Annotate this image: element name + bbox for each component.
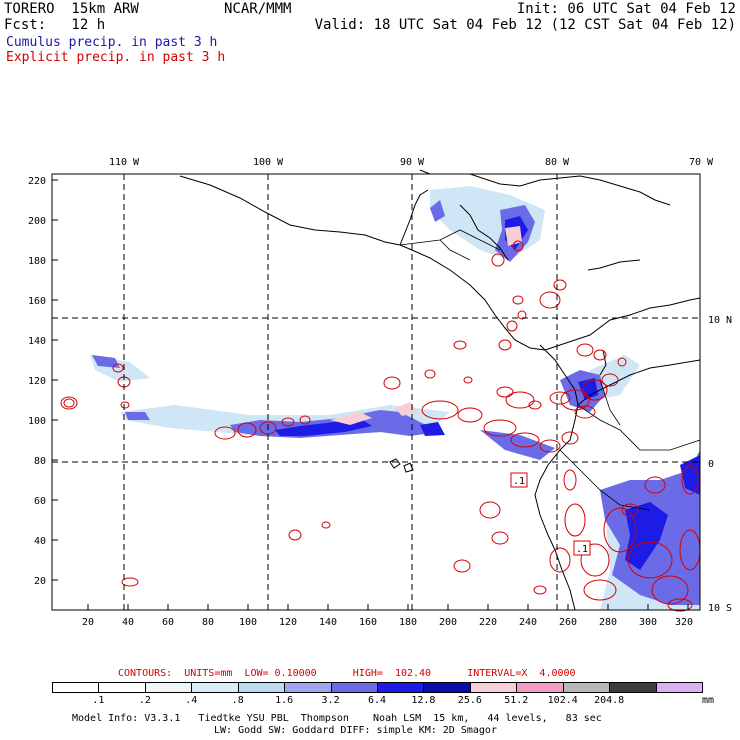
colorbar-label: 51.2 <box>504 695 529 706</box>
colorbar-swatch <box>377 682 425 693</box>
y-tick-label: 160 <box>28 296 46 307</box>
lon-label: 110 W <box>109 157 140 168</box>
y-tick-label: 80 <box>34 456 46 467</box>
x-tick-label: 320 <box>675 617 693 628</box>
x-tick-label: 280 <box>599 617 617 628</box>
y-tick-label: 20 <box>34 576 46 587</box>
cumulus-heavy-shading <box>275 216 700 570</box>
colorbar-swatch <box>144 682 193 693</box>
axis-ticks <box>52 179 689 610</box>
colorbar-swatch <box>609 682 657 693</box>
colorbar-swatch <box>191 682 239 693</box>
model-physics: LW: Godd SW: Goddard DIFF: simple KM: 2D… <box>214 725 497 736</box>
lon-label: 70 W <box>689 157 714 168</box>
x-tick-label: 260 <box>559 617 577 628</box>
land-shading <box>52 174 700 260</box>
lon-label: 80 W <box>545 157 570 168</box>
precipitation-map: 110 W 100 W 90 W 80 W 70 W 10 N 0 10 S <box>28 157 732 628</box>
colorbar-swatch <box>98 682 146 693</box>
y-tick-label: 40 <box>34 536 46 547</box>
model-info: Model Info: V3.3.1 Tiedtke YSU PBL Thomp… <box>72 713 602 724</box>
contour-info: CONTOURS: UNITS=mm LOW= 0.10000 HIGH= 10… <box>118 668 576 679</box>
y-tick-label: 100 <box>28 416 46 427</box>
cumulus-precip-label: Cumulus precip. in past 3 h <box>6 35 218 50</box>
colorbar-swatch <box>284 682 332 693</box>
colorbar-swatch <box>469 682 518 693</box>
contour-label: .1 <box>576 544 588 555</box>
lat-lon-grid <box>52 174 700 610</box>
x-tick-label: 40 <box>122 617 134 628</box>
y-tick-label: 120 <box>28 376 46 387</box>
x-tick-label: 200 <box>439 617 457 628</box>
lat-label: 10 S <box>708 603 732 614</box>
x-tick-label: 180 <box>399 617 417 628</box>
x-tick-label: 20 <box>82 617 94 628</box>
colorbar-label: 12.8 <box>411 695 436 706</box>
y-tick-labels: 220 200 180 160 140 120 100 80 60 40 20 <box>28 176 46 587</box>
colorbar-swatch <box>237 682 286 693</box>
y-tick-label: 220 <box>28 176 46 187</box>
valid-time: Valid: 18 UTC Sat 04 Feb 12 (12 CST Sat … <box>314 17 736 33</box>
colorbar-unit: mm <box>702 695 715 706</box>
x-tick-label: 60 <box>162 617 174 628</box>
forecast-hour: Fcst: 12 h <box>4 17 106 33</box>
colorbar-label: 6.4 <box>367 695 387 706</box>
organization-label: NCAR/MMM <box>224 1 292 17</box>
colorbar-label: 25.6 <box>457 695 482 706</box>
contour-label-boxes: .1 .1 <box>510 472 591 556</box>
colorbar-label: 102.4 <box>547 695 578 706</box>
x-tick-label: 140 <box>319 617 337 628</box>
model-title: TORERO 15km ARW <box>4 1 139 17</box>
colorbar-swatch <box>52 682 100 693</box>
colorbar-label: .1 <box>92 695 105 706</box>
x-tick-labels: 20 40 60 80 100 120 140 160 180 200 220 … <box>82 617 693 628</box>
colorbar-swatch <box>655 682 703 693</box>
colorbar-swatch <box>562 682 611 693</box>
y-tick-label: 140 <box>28 336 46 347</box>
colorbar-label: 204.8 <box>594 695 625 706</box>
x-tick-label: 120 <box>279 617 297 628</box>
map-frame <box>51 173 701 611</box>
colorbar-label: .4 <box>185 695 198 706</box>
colorbar-swatch <box>516 682 564 693</box>
x-tick-label: 300 <box>639 617 657 628</box>
colorbar-swatch <box>423 682 471 693</box>
colorbar-label: .2 <box>138 695 151 706</box>
x-tick-label: 220 <box>479 617 497 628</box>
x-tick-label: 100 <box>239 617 257 628</box>
y-tick-label: 60 <box>34 496 46 507</box>
contour-label: .1 <box>513 476 525 487</box>
lon-label: 100 W <box>253 157 284 168</box>
lon-label: 90 W <box>400 157 425 168</box>
x-tick-label: 80 <box>202 617 214 628</box>
colorbar-label: .8 <box>231 695 244 706</box>
y-tick-label: 180 <box>28 256 46 267</box>
colorbar-label: 3.2 <box>321 695 340 706</box>
x-tick-label: 240 <box>519 617 537 628</box>
y-tick-label: 200 <box>28 216 46 227</box>
explicit-precip-label: Explicit precip. in past 3 h <box>6 50 226 65</box>
colorbar-swatch <box>330 682 378 693</box>
x-tick-label: 160 <box>359 617 377 628</box>
lat-label: 10 N <box>708 315 732 326</box>
colorbar-label: 1.6 <box>275 695 294 706</box>
init-time: Init: 06 UTC Sat 04 Feb 12 <box>516 1 736 17</box>
country-borders <box>399 229 701 511</box>
lat-label: 0 <box>708 459 714 470</box>
